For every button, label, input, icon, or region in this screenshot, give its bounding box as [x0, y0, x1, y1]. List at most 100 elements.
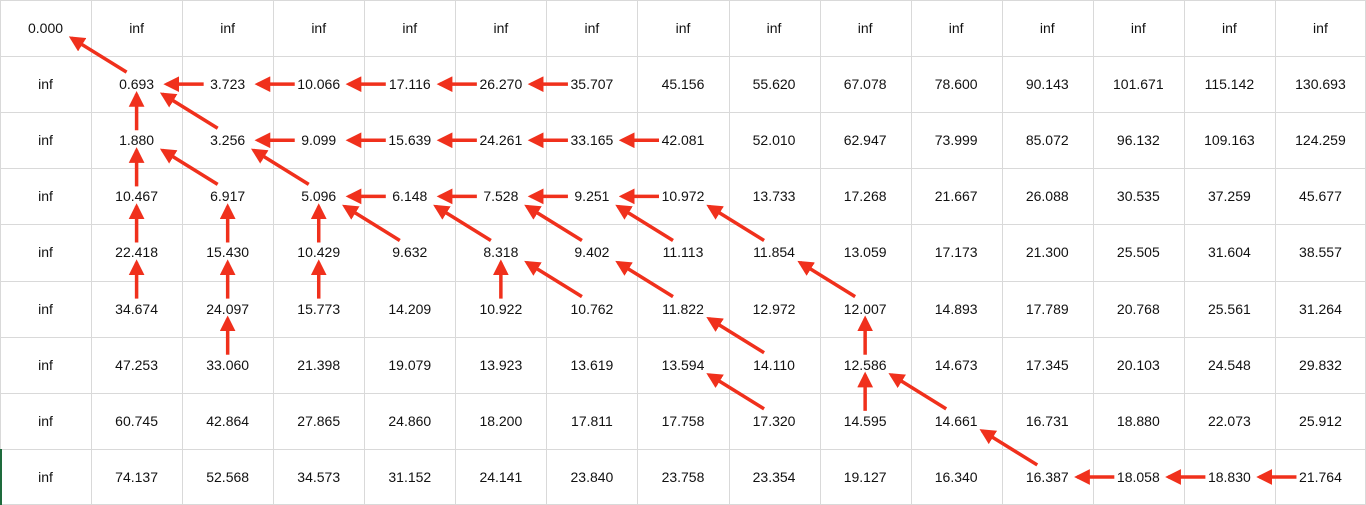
table-cell[interactable]: 19.127	[820, 449, 911, 505]
table-cell[interactable]: 33.165	[546, 112, 637, 168]
table-cell[interactable]: 55.620	[729, 56, 820, 112]
table-cell[interactable]: 30.535	[1093, 168, 1184, 224]
table-cell[interactable]: inf	[1093, 0, 1184, 56]
table-cell[interactable]: 11.854	[729, 224, 820, 280]
table-cell[interactable]: 14.661	[911, 393, 1002, 449]
table-cell[interactable]: 26.270	[455, 56, 546, 112]
table-cell[interactable]: 20.768	[1093, 281, 1184, 337]
table-cell[interactable]: 31.152	[364, 449, 455, 505]
table-cell[interactable]: inf	[455, 0, 546, 56]
table-cell[interactable]: 21.398	[273, 337, 364, 393]
table-cell[interactable]: 19.079	[364, 337, 455, 393]
table-cell[interactable]: 13.733	[729, 168, 820, 224]
table-cell[interactable]: 25.912	[1275, 393, 1366, 449]
table-cell[interactable]: inf	[0, 168, 91, 224]
table-cell[interactable]: 17.789	[1002, 281, 1093, 337]
table-cell[interactable]: 47.253	[91, 337, 182, 393]
table-cell[interactable]: 6.917	[182, 168, 273, 224]
table-cell[interactable]: inf	[911, 0, 1002, 56]
table-cell[interactable]: 17.811	[546, 393, 637, 449]
table-cell[interactable]: 9.099	[273, 112, 364, 168]
table-cell[interactable]: inf	[91, 0, 182, 56]
table-cell[interactable]: 42.081	[637, 112, 728, 168]
table-cell[interactable]: 6.148	[364, 168, 455, 224]
table-cell[interactable]: 10.429	[273, 224, 364, 280]
table-cell[interactable]: 0.693	[91, 56, 182, 112]
table-cell[interactable]: 22.073	[1184, 393, 1275, 449]
table-cell[interactable]: 17.345	[1002, 337, 1093, 393]
table-cell[interactable]: 14.893	[911, 281, 1002, 337]
table-cell[interactable]: 10.922	[455, 281, 546, 337]
table-cell[interactable]: 13.059	[820, 224, 911, 280]
table-cell[interactable]: 23.354	[729, 449, 820, 505]
table-cell[interactable]: 74.137	[91, 449, 182, 505]
table-cell[interactable]: inf	[820, 0, 911, 56]
table-cell[interactable]: 17.116	[364, 56, 455, 112]
table-cell[interactable]: 52.568	[182, 449, 273, 505]
table-cell[interactable]: 45.156	[637, 56, 728, 112]
table-cell[interactable]: 24.860	[364, 393, 455, 449]
table-cell[interactable]: 37.259	[1184, 168, 1275, 224]
table-cell[interactable]: 8.318	[455, 224, 546, 280]
table-cell[interactable]: 25.505	[1093, 224, 1184, 280]
table-cell[interactable]: 29.832	[1275, 337, 1366, 393]
table-cell[interactable]: inf	[0, 337, 91, 393]
table-cell[interactable]: inf	[637, 0, 728, 56]
table-cell[interactable]: 3.256	[182, 112, 273, 168]
table-cell[interactable]: 24.141	[455, 449, 546, 505]
table-cell[interactable]: 11.113	[637, 224, 728, 280]
table-cell[interactable]: 67.078	[820, 56, 911, 112]
table-cell[interactable]: inf	[546, 0, 637, 56]
table-cell[interactable]: 17.320	[729, 393, 820, 449]
table-cell[interactable]: 60.745	[91, 393, 182, 449]
table-cell[interactable]: 14.595	[820, 393, 911, 449]
table-cell[interactable]: 16.731	[1002, 393, 1093, 449]
table-cell[interactable]: 9.632	[364, 224, 455, 280]
table-cell[interactable]: inf	[0, 112, 91, 168]
table-cell[interactable]: 11.822	[637, 281, 728, 337]
table-cell[interactable]: inf	[0, 224, 91, 280]
table-cell[interactable]: 23.840	[546, 449, 637, 505]
table-cell[interactable]: 17.758	[637, 393, 728, 449]
table-cell[interactable]: 20.103	[1093, 337, 1184, 393]
table-cell[interactable]: 10.066	[273, 56, 364, 112]
table-cell[interactable]: 22.418	[91, 224, 182, 280]
table-cell[interactable]: 85.072	[1002, 112, 1093, 168]
table-cell[interactable]: inf	[1184, 0, 1275, 56]
table-cell[interactable]: 10.467	[91, 168, 182, 224]
table-cell[interactable]: inf	[0, 449, 91, 505]
table-cell[interactable]: 13.594	[637, 337, 728, 393]
table-cell[interactable]: 24.097	[182, 281, 273, 337]
table-cell[interactable]: 12.007	[820, 281, 911, 337]
table-cell[interactable]: 62.947	[820, 112, 911, 168]
table-cell[interactable]: 34.573	[273, 449, 364, 505]
table-cell[interactable]: 115.142	[1184, 56, 1275, 112]
table-cell[interactable]: 25.561	[1184, 281, 1275, 337]
table-cell[interactable]: inf	[182, 0, 273, 56]
table-cell[interactable]: 18.058	[1093, 449, 1184, 505]
table-cell[interactable]: 1.880	[91, 112, 182, 168]
table-cell[interactable]: 14.209	[364, 281, 455, 337]
table-cell[interactable]: 18.200	[455, 393, 546, 449]
table-cell[interactable]: 16.387	[1002, 449, 1093, 505]
table-cell[interactable]: inf	[273, 0, 364, 56]
table-cell[interactable]: 15.639	[364, 112, 455, 168]
table-cell[interactable]: 12.586	[820, 337, 911, 393]
table-cell[interactable]: 26.088	[1002, 168, 1093, 224]
table-cell[interactable]: 96.132	[1093, 112, 1184, 168]
table-cell[interactable]: 24.548	[1184, 337, 1275, 393]
table-cell[interactable]: 24.261	[455, 112, 546, 168]
table-cell[interactable]: 38.557	[1275, 224, 1366, 280]
table-cell[interactable]: 0.000	[0, 0, 91, 56]
table-cell[interactable]: 10.972	[637, 168, 728, 224]
table-cell[interactable]: 52.010	[729, 112, 820, 168]
table-cell[interactable]: 14.110	[729, 337, 820, 393]
table-cell[interactable]: 33.060	[182, 337, 273, 393]
table-cell[interactable]: inf	[0, 393, 91, 449]
table-cell[interactable]: 3.723	[182, 56, 273, 112]
table-cell[interactable]: 17.173	[911, 224, 1002, 280]
table-cell[interactable]: 13.923	[455, 337, 546, 393]
table-cell[interactable]: inf	[729, 0, 820, 56]
table-cell[interactable]: 34.674	[91, 281, 182, 337]
table-cell[interactable]: 21.764	[1275, 449, 1366, 505]
